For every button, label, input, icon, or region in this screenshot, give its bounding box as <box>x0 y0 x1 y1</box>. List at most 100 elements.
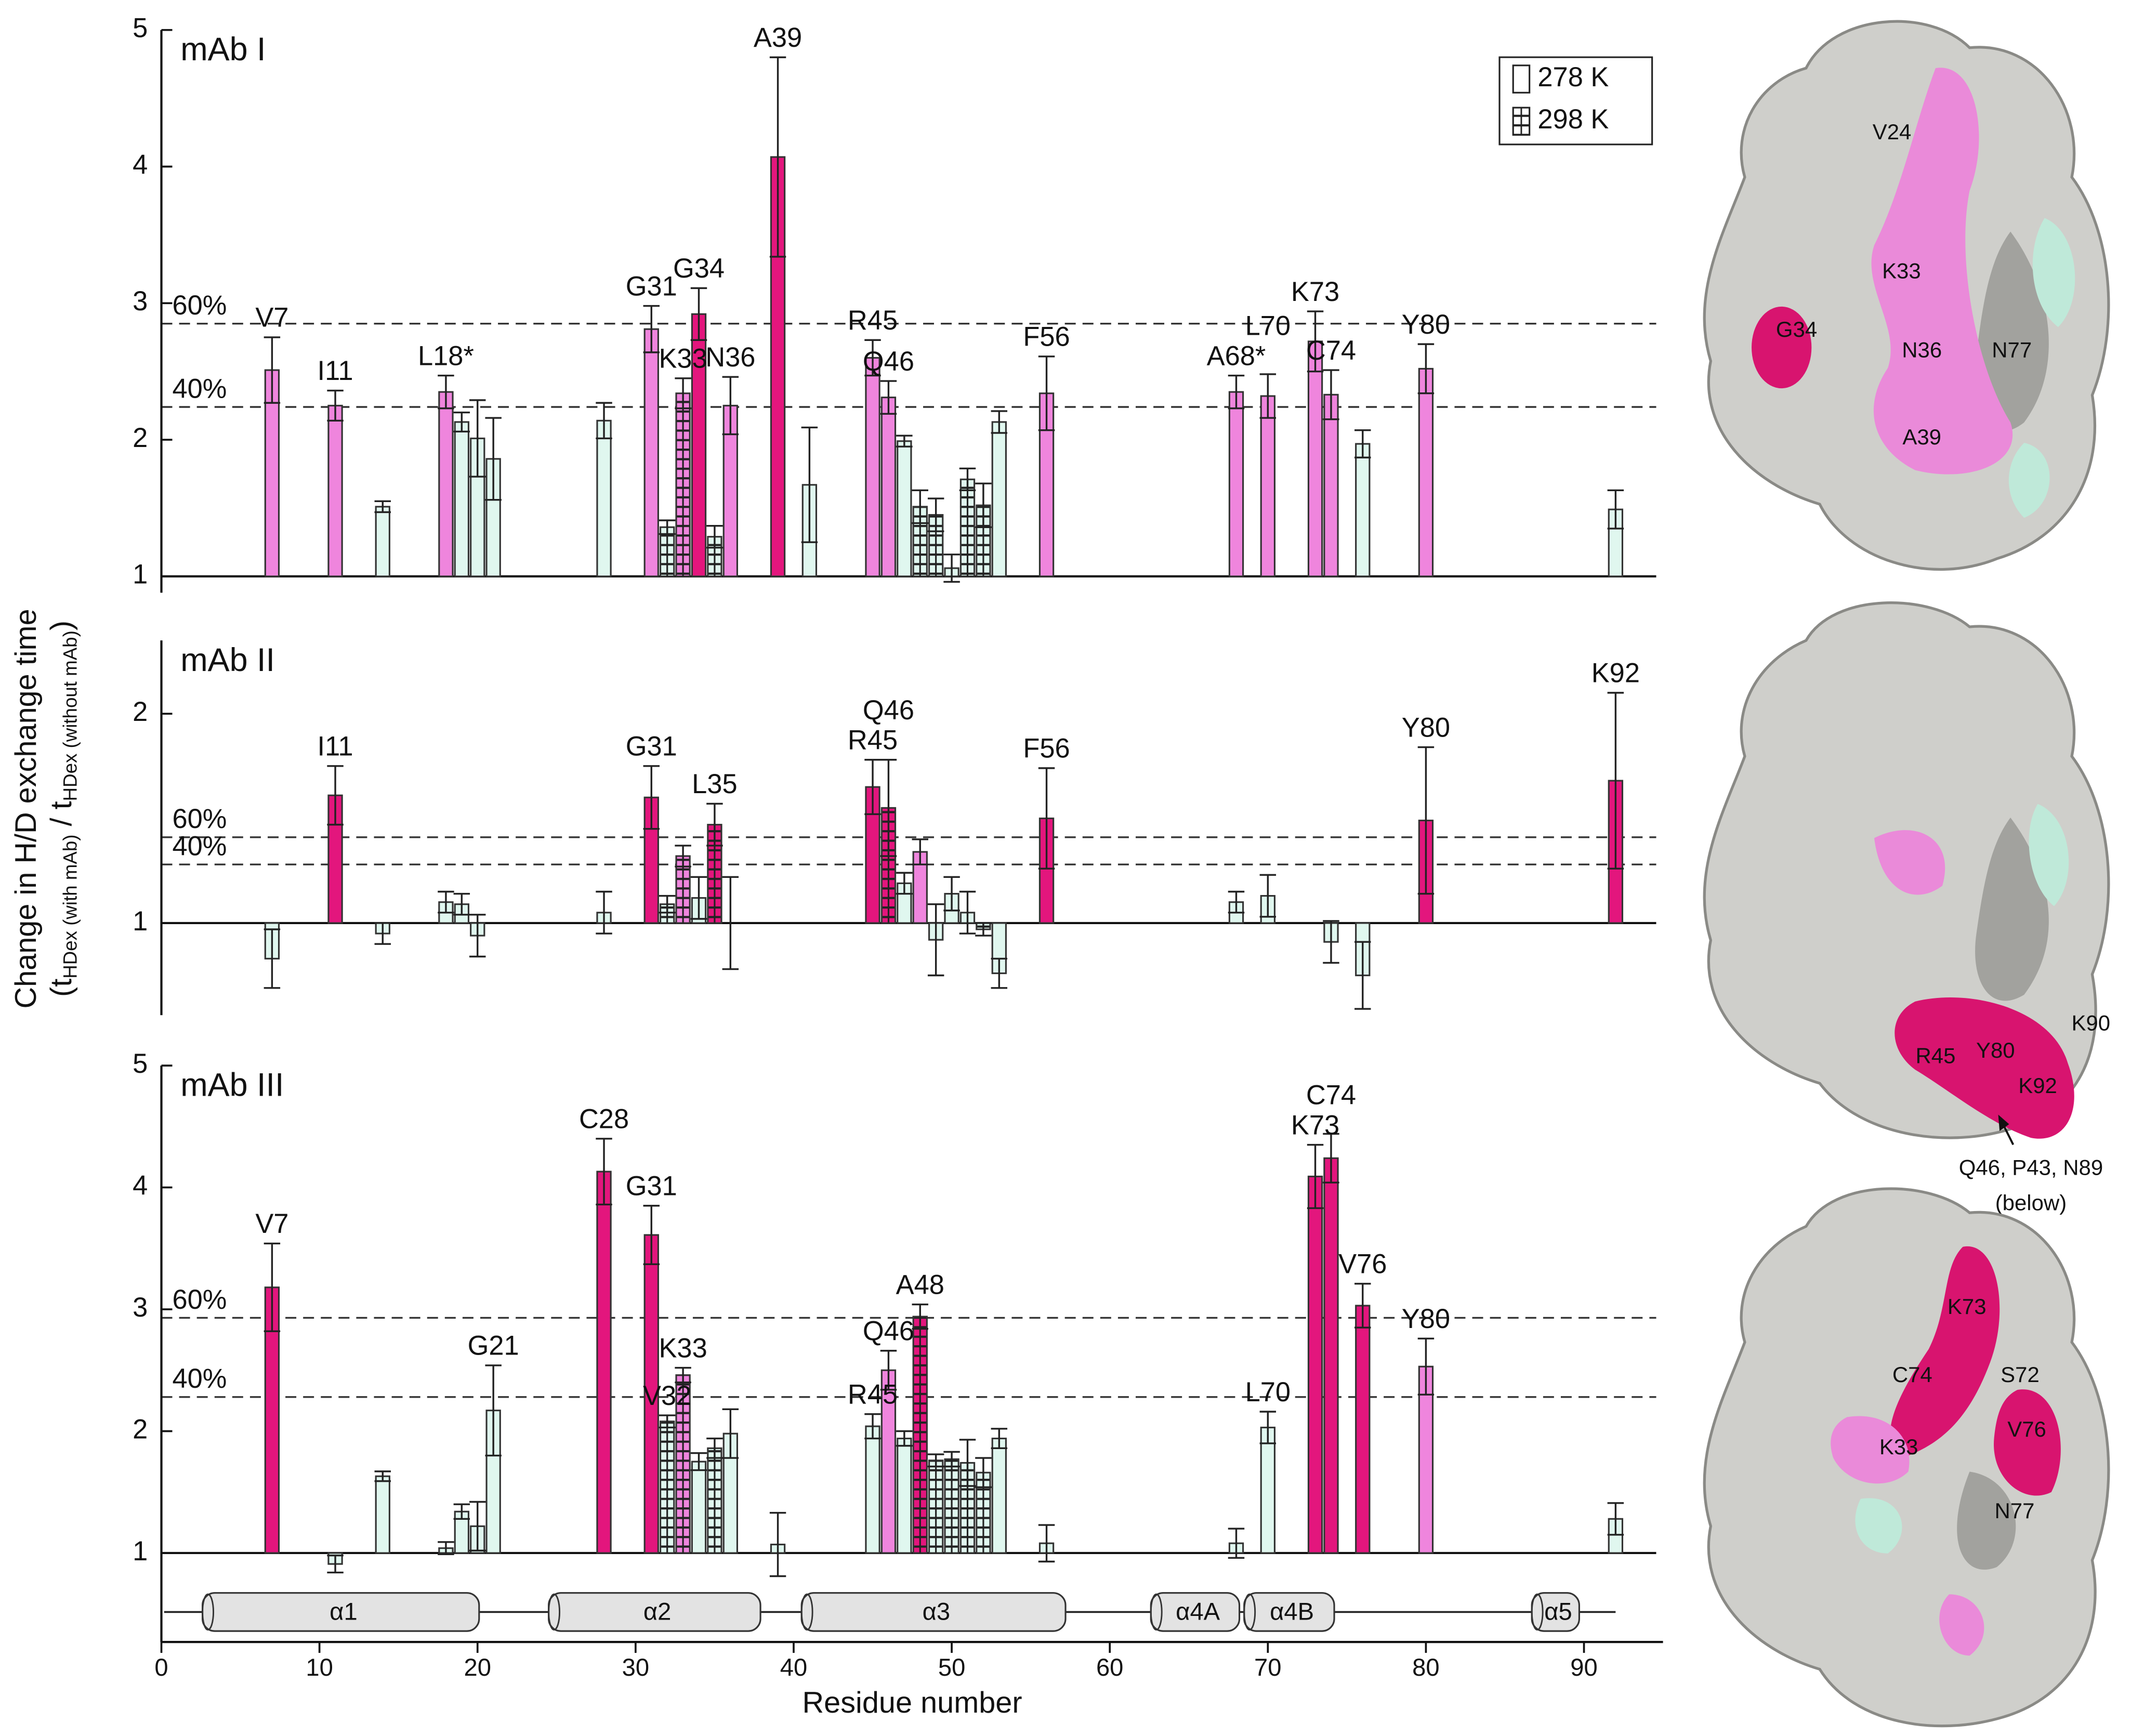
panel-title: mAb III <box>180 1067 284 1103</box>
y-tick-label: 1 <box>133 906 148 937</box>
residue-label: K90 <box>2071 1011 2110 1035</box>
error-bar <box>453 411 470 433</box>
x-tick-label: 40 <box>780 1653 807 1681</box>
error-bar <box>769 56 786 258</box>
error-bar <box>975 1457 992 1489</box>
bar <box>1260 1426 1275 1554</box>
bar <box>1418 1365 1434 1554</box>
legend: 278 K 298 K <box>1498 56 1653 146</box>
error-bar <box>722 376 739 436</box>
error-bar <box>485 417 502 501</box>
label-subscript: HDex (with mAb) <box>59 834 81 978</box>
error-bar <box>943 1451 960 1468</box>
bar <box>454 903 470 924</box>
residue-annotation: C74 <box>1306 336 1356 366</box>
error-bar <box>264 1242 281 1332</box>
error-bar <box>1259 1411 1277 1444</box>
error-bar <box>1038 356 1055 431</box>
helix-label: α5 <box>1544 1598 1572 1625</box>
residue-annotation: G31 <box>626 732 677 762</box>
error-bar <box>453 1503 470 1520</box>
error-bar <box>722 1408 739 1459</box>
bar <box>991 1437 1007 1554</box>
helix-label: α1 <box>330 1598 358 1625</box>
residue-note: (below) <box>1995 1191 2067 1215</box>
error-bar <box>596 402 612 440</box>
residue-annotation: Q46 <box>863 1317 914 1347</box>
error-bar <box>864 1413 881 1440</box>
panel-title: mAb II <box>180 642 275 678</box>
y-tick-label: 3 <box>133 286 148 317</box>
bar <box>596 419 612 577</box>
error-bar <box>912 489 928 524</box>
arrow-head <box>1998 1114 2009 1131</box>
bar <box>596 1171 612 1554</box>
residue-label: Y80 <box>1976 1038 2015 1062</box>
error-bar <box>991 957 1008 989</box>
error-bar <box>327 765 344 826</box>
bar <box>643 328 659 577</box>
error-bar <box>485 1364 502 1457</box>
helix-cap <box>1243 1593 1256 1630</box>
reference-label: 40% <box>172 1364 227 1394</box>
epitope-patch-strong <box>1994 1389 2061 1496</box>
x-tick-label: 20 <box>464 1653 491 1681</box>
residue-annotation: G31 <box>626 1172 677 1202</box>
bar <box>1260 395 1275 577</box>
reference-label: 40% <box>172 832 227 862</box>
error-bar <box>975 482 992 528</box>
residue-annotation: R45 <box>848 1379 898 1410</box>
error-bar <box>880 380 897 415</box>
error-bar <box>643 765 660 830</box>
residue-label: A39 <box>1902 425 1941 449</box>
reference-label: 60% <box>172 1285 227 1315</box>
error-bar <box>927 1453 944 1468</box>
error-bar <box>1417 746 1435 895</box>
bar <box>438 391 454 577</box>
epitope-patch <box>1939 1594 1984 1656</box>
panel-title: mAb I <box>180 31 266 68</box>
bar <box>991 421 1007 577</box>
residue-annotation: I11 <box>318 356 353 386</box>
error-bar <box>706 1437 723 1459</box>
epitope-patch-strong <box>1895 997 2074 1139</box>
error-bar <box>1607 489 1624 530</box>
error-bar <box>438 1541 454 1556</box>
reference-label: 60% <box>172 291 227 321</box>
error-bar <box>327 389 344 422</box>
helix-cap <box>800 1593 813 1630</box>
error-bar <box>438 374 454 410</box>
error-bar <box>864 759 881 816</box>
y-tick-label: 4 <box>133 150 148 180</box>
x-tick-label: 80 <box>1412 1653 1439 1681</box>
residue-annotation: Q46 <box>863 347 914 377</box>
epitope-patch-strong <box>1890 1246 2000 1458</box>
error-bar <box>453 892 470 916</box>
shadow <box>1972 231 2049 431</box>
residue-annotation: F56 <box>1023 734 1070 764</box>
error-bar <box>927 903 944 977</box>
helix-cap <box>1531 1593 1544 1630</box>
legend-label: 298 K <box>1537 104 1609 135</box>
residue-annotation: C74 <box>1306 1081 1356 1111</box>
error-bar <box>1607 692 1624 870</box>
epitope-patch <box>1871 68 2013 475</box>
y-tick-label: 5 <box>133 1049 148 1079</box>
y-tick-label: 1 <box>133 560 148 590</box>
shadow <box>1957 1471 2016 1570</box>
y-tick-label: 2 <box>133 423 148 453</box>
residue-note: Q46, P43, N89 <box>1959 1155 2103 1179</box>
error-bar <box>675 377 691 410</box>
helix-cap <box>202 1593 215 1630</box>
bar <box>880 397 897 577</box>
error-bar <box>469 1501 486 1551</box>
error-bar <box>959 467 976 492</box>
reference-label: 40% <box>172 374 227 404</box>
error-bar <box>327 1554 344 1574</box>
legend-swatch <box>1512 64 1531 94</box>
residue-annotation: L70 <box>1245 1377 1291 1408</box>
structure-panel-1: V24 K33 G34 N36 N77 A39 <box>1703 20 2110 571</box>
error-bar <box>1259 373 1277 419</box>
error-bar <box>1607 1502 1624 1536</box>
